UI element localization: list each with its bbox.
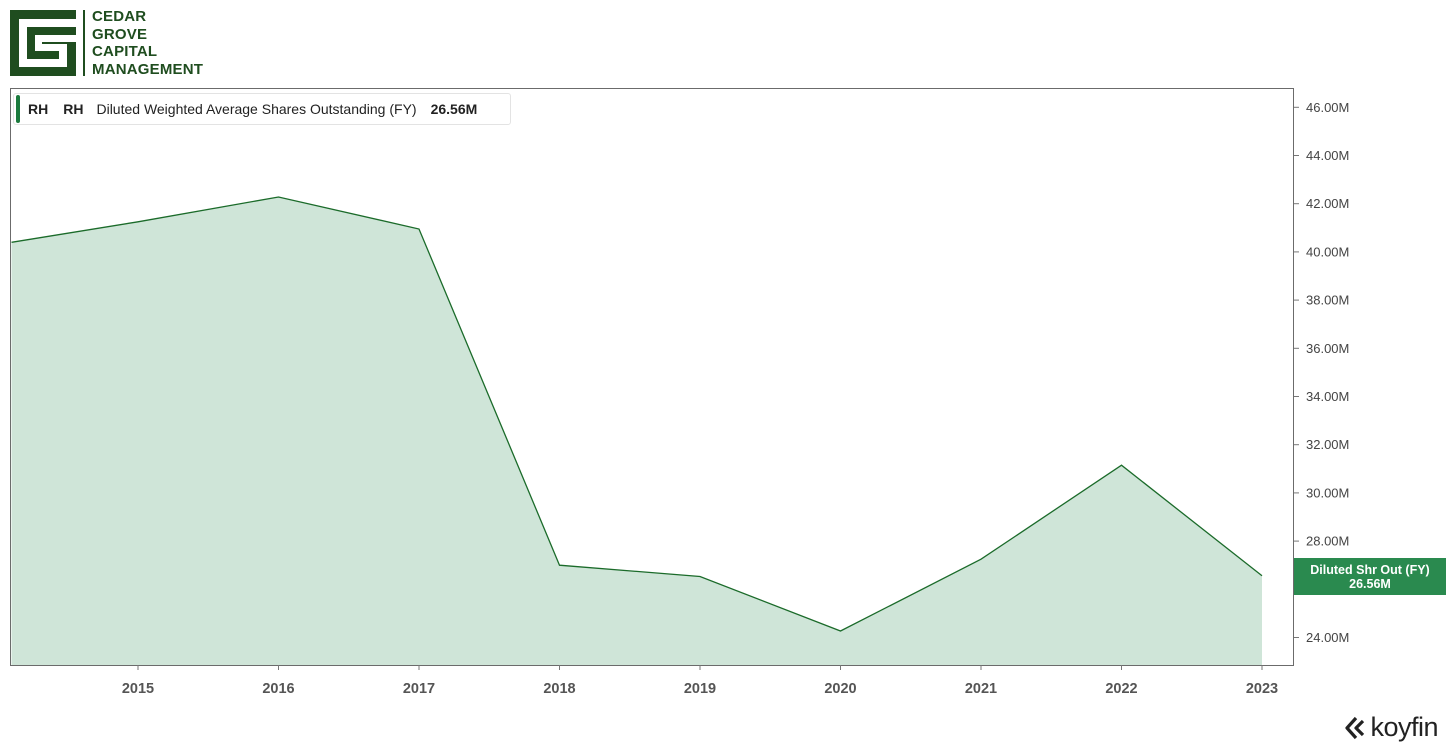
brand-logo: CEDAR GROVE CAPITAL MANAGEMENT (10, 8, 203, 78)
x-tick-label: 2016 (262, 681, 294, 697)
koyfin-wordmark: koyfin (1370, 712, 1438, 742)
brand-line: MANAGEMENT (92, 60, 204, 78)
y-tick-label: 40.00M (1306, 244, 1349, 259)
brand-line: GROVE (92, 25, 148, 43)
legend-value: 26.56M (430, 101, 478, 117)
legend-ticker-name: RH (63, 101, 84, 117)
badge-label: Diluted Shr Out (FY) (1310, 562, 1430, 577)
y-tick-label: 32.00M (1306, 437, 1349, 452)
y-tick-label: 24.00M (1306, 630, 1349, 645)
y-tick-label: 46.00M (1306, 100, 1349, 115)
chart-legend[interactable]: RH RH Diluted Weighted Average Shares Ou… (13, 93, 511, 125)
chart-frame (10, 88, 1294, 666)
logo-divider (83, 10, 85, 76)
x-tick-label: 2020 (824, 681, 856, 697)
y-tick-label: 44.00M (1306, 148, 1349, 163)
x-tick-label: 2019 (684, 681, 716, 697)
y-axis: 24.00M26.00M28.00M30.00M32.00M34.00M36.0… (1294, 100, 1349, 645)
x-tick-label: 2022 (1105, 681, 1137, 697)
y-tick-label: 36.00M (1306, 341, 1349, 356)
y-tick-label: 38.00M (1306, 293, 1349, 308)
brand-line: CEDAR (92, 8, 147, 25)
y-tick-label: 30.00M (1306, 485, 1349, 500)
legend-ticker: RH (28, 101, 49, 117)
x-axis: 2015 2016 2017 2018 2019 2020 2021 2022 2023 (122, 665, 1278, 697)
brand-name: CEDAR GROVE CAPITAL MANAGEMENT (92, 8, 203, 78)
brand-line: CAPITAL (92, 43, 158, 60)
x-tick-label: 2017 (403, 681, 435, 697)
x-tick-label: 2018 (543, 681, 575, 697)
x-tick-label: 2023 (1246, 681, 1278, 697)
x-tick-label: 2021 (965, 681, 997, 697)
x-tick-label: 2015 (122, 681, 154, 697)
area-layer (11, 196, 1263, 665)
last-value-badge: Diluted Shr Out (FY) 26.56M (1294, 558, 1446, 595)
koyfin-watermark: koyfin (1344, 712, 1438, 743)
legend-swatch (16, 95, 20, 123)
area-fill (11, 197, 1262, 665)
cedar-grove-logo-icon (10, 10, 76, 76)
series-line (11, 196, 1263, 632)
legend-metric: Diluted Weighted Average Shares Outstand… (96, 101, 417, 117)
y-tick-label: 42.00M (1306, 196, 1349, 211)
badge-value: 26.56M (1349, 576, 1391, 591)
y-tick-label: 34.00M (1306, 389, 1349, 404)
y-tick-label: 28.00M (1306, 534, 1349, 549)
koyfin-logo-icon (1345, 716, 1365, 739)
